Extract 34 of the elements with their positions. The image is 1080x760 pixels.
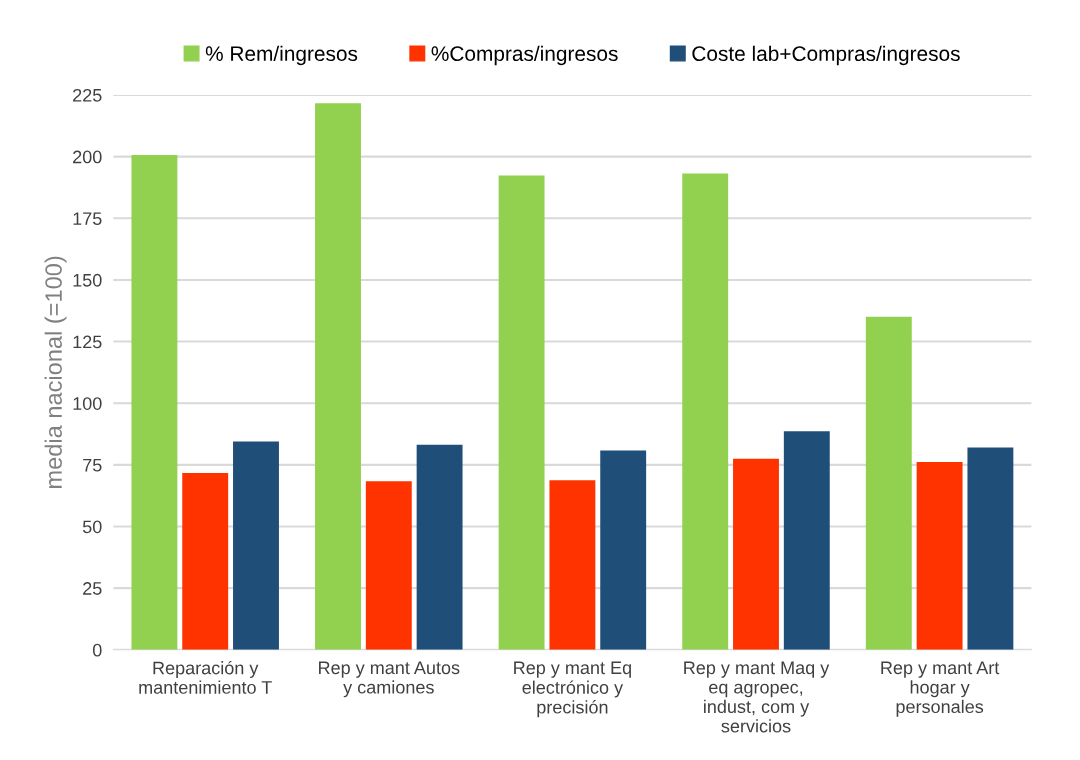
legend-label: Coste lab+Compras/ingresos	[692, 45, 960, 66]
legend-label: % Rem/ingresos	[205, 45, 358, 66]
y-tick-label: 225	[73, 88, 102, 102]
y-tick-label: 25	[83, 582, 102, 595]
bar	[131, 154, 178, 650]
y-tick-label: 75	[83, 458, 102, 472]
x-tick-label: Rep y mant Art hogar y personales	[881, 661, 1000, 717]
y-tick-label: 200	[73, 150, 102, 164]
y-tick-label: 100	[73, 397, 102, 410]
bar	[967, 447, 1014, 650]
bar	[416, 444, 463, 650]
x-tick-label: Rep y mant Maq y eq agropec, indust, com y servicios	[684, 661, 830, 733]
bar	[182, 473, 229, 650]
y-tick-label: 150	[73, 273, 102, 287]
y-tick-label: 175	[73, 212, 102, 226]
legend-label: %Compras/ingresos	[431, 45, 618, 66]
x-tick-label: Reparación y mantenimiento T	[139, 660, 272, 694]
bar	[600, 450, 647, 650]
bar	[498, 175, 545, 650]
x-tick-label: Rep y mant Autos y camiones	[319, 661, 460, 698]
y-tick-label: 50	[82, 520, 102, 534]
bar	[315, 103, 361, 650]
bar	[233, 441, 279, 650]
bar	[783, 431, 830, 650]
bar	[916, 461, 963, 650]
bar	[682, 173, 729, 650]
x-tick-label: Rep y mant Eq electrónico y precisión	[514, 661, 631, 718]
y-tick-label: 125	[73, 335, 102, 349]
y-tick-label: 0	[92, 643, 102, 657]
y-axis-title: media nacional (=100)	[44, 256, 67, 488]
bar	[365, 481, 412, 650]
bar	[549, 480, 596, 650]
bar	[733, 458, 779, 650]
bar	[865, 316, 912, 650]
